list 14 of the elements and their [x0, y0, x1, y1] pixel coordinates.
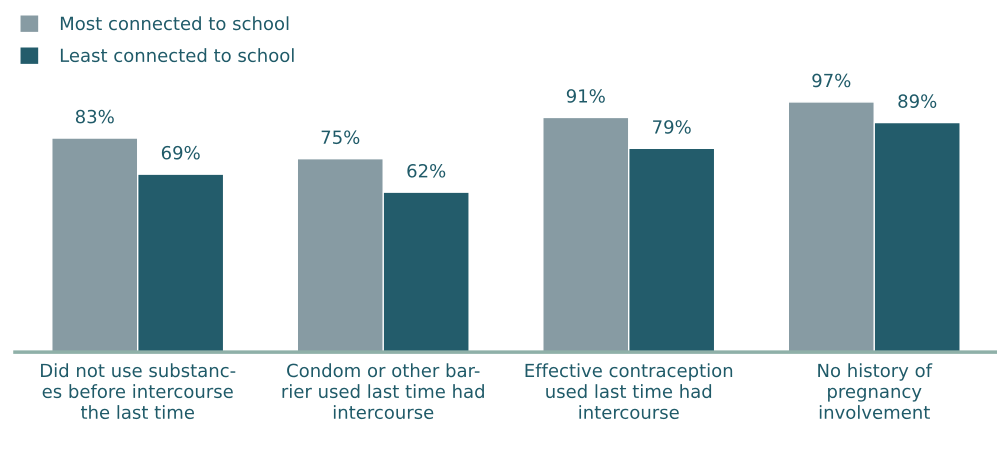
x-tick-label: Condom or other bar- rier used last time had intercourse — [282, 363, 484, 420]
data-label: 97% — [812, 74, 850, 88]
data-label: 79% — [653, 120, 691, 134]
x-tick-label: Did not use substanc- es before intercourse the last time — [41, 363, 236, 420]
data-label: 91% — [566, 89, 605, 103]
data-label: 62% — [407, 164, 446, 178]
data-label: 69% — [162, 146, 200, 160]
data-label: 83% — [76, 110, 114, 124]
legend-label: Most connected to school — [60, 16, 288, 30]
x-tick-label: Effective contraception used last time had intercourse — [526, 363, 732, 420]
data-label: 75% — [322, 130, 360, 144]
x-tick-label: No history of pregnancy involvement — [818, 363, 932, 420]
data-label: 89% — [898, 94, 936, 108]
legend-label: Least connected to school — [60, 48, 294, 62]
